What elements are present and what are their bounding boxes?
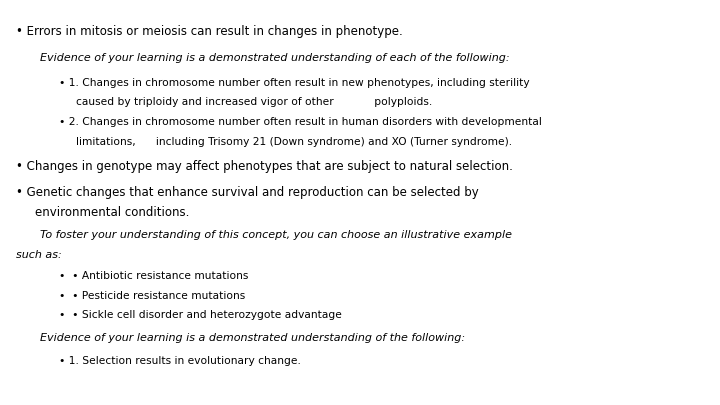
Text: limitations,      including Trisomy 21 (Down syndrome) and XO (Turner syndrome).: limitations, including Trisomy 21 (Down …: [76, 137, 512, 147]
Text: environmental conditions.: environmental conditions.: [35, 206, 189, 219]
Text: Evidence of your learning is a demonstrated understanding of each of the followi: Evidence of your learning is a demonstra…: [40, 53, 509, 64]
Text: • 2. Changes in chromosome number often result in human disorders with developme: • 2. Changes in chromosome number often …: [59, 117, 542, 128]
Text: •  • Pesticide resistance mutations: • • Pesticide resistance mutations: [59, 291, 246, 301]
Text: •  • Antibiotic resistance mutations: • • Antibiotic resistance mutations: [59, 271, 248, 281]
Text: caused by triploidy and increased vigor of other            polyploids.: caused by triploidy and increased vigor …: [76, 97, 432, 107]
Text: • Errors in mitosis or meiosis can result in changes in phenotype.: • Errors in mitosis or meiosis can resul…: [16, 25, 402, 38]
Text: To foster your understanding of this concept, you can choose an illustrative exa: To foster your understanding of this con…: [40, 230, 512, 240]
Text: • Changes in genotype may affect phenotypes that are subject to natural selectio: • Changes in genotype may affect phenoty…: [16, 160, 513, 173]
Text: such as:: such as:: [16, 250, 62, 260]
Text: •  • Sickle cell disorder and heterozygote advantage: • • Sickle cell disorder and heterozygot…: [59, 310, 342, 320]
Text: Evidence of your learning is a demonstrated understanding of the following:: Evidence of your learning is a demonstra…: [40, 333, 464, 343]
Text: • 1. Changes in chromosome number often result in new phenotypes, including ster: • 1. Changes in chromosome number often …: [59, 78, 530, 88]
Text: • 1. Selection results in evolutionary change.: • 1. Selection results in evolutionary c…: [59, 356, 301, 366]
Text: • Genetic changes that enhance survival and reproduction can be selected by: • Genetic changes that enhance survival …: [16, 186, 479, 199]
